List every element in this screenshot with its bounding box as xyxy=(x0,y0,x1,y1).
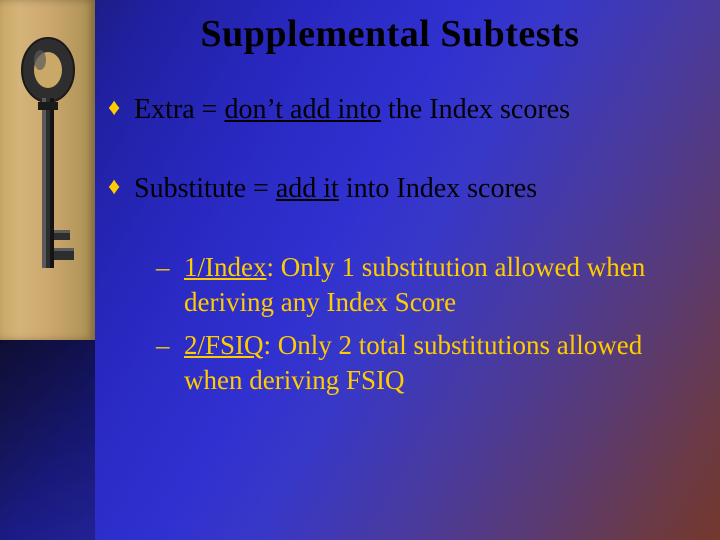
bullet-suffix: into Index scores xyxy=(339,173,537,204)
sub-bullet-label: 2/FSIQ xyxy=(184,330,264,360)
bullet-underline: don’t add into xyxy=(224,94,381,125)
sub-bullet-item: – 2/FSIQ: Only 2 total substitutions all… xyxy=(156,328,720,398)
bullet-item: ♦ Extra = don’t add into the Index score… xyxy=(108,92,720,127)
bullet-item: ♦ Substitute = add it into Index scores xyxy=(108,171,720,206)
bullet-suffix: the Index scores xyxy=(381,94,570,125)
bullet-text: Extra = don’t add into the Index scores xyxy=(134,92,720,127)
dash-icon: – xyxy=(156,328,184,363)
sub-bullet-item: – 1/Index: Only 1 substitution allowed w… xyxy=(156,250,720,320)
key-image xyxy=(0,0,95,340)
bullet-prefix: Extra = xyxy=(134,94,224,125)
bullet-prefix: Substitute = xyxy=(134,173,276,204)
sub-bullet-list: – 1/Index: Only 1 substitution allowed w… xyxy=(108,250,720,398)
sub-bullet-text: 1/Index: Only 1 substitution allowed whe… xyxy=(184,250,720,320)
content-area: Supplemental Subtests ♦ Extra = don’t ad… xyxy=(100,0,720,540)
key-sidebar-shadow xyxy=(0,340,95,540)
sub-bullet-label: 1/Index xyxy=(184,252,266,282)
slide: Supplemental Subtests ♦ Extra = don’t ad… xyxy=(0,0,720,540)
bullet-underline: add it xyxy=(276,173,339,204)
diamond-icon: ♦ xyxy=(108,171,134,203)
bullet-text: Substitute = add it into Index scores xyxy=(134,171,720,206)
dash-icon: – xyxy=(156,250,184,285)
page-title: Supplemental Subtests xyxy=(100,12,680,56)
sub-bullet-text: 2/FSIQ: Only 2 total substitutions allow… xyxy=(184,328,720,398)
diamond-icon: ♦ xyxy=(108,92,134,124)
key-sidebar xyxy=(0,0,95,540)
key-icon xyxy=(13,20,83,320)
bullet-list: ♦ Extra = don’t add into the Index score… xyxy=(100,92,720,398)
